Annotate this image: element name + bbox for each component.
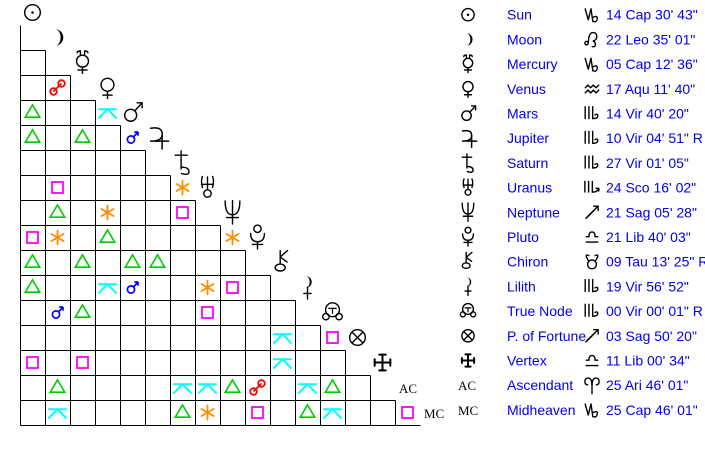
svg-text:05 Cap 12' 36": 05 Cap 12' 36" bbox=[606, 56, 698, 72]
svg-text:24 Sco 16' 02": 24 Sco 16' 02" bbox=[606, 180, 696, 196]
svg-text:Vertex: Vertex bbox=[507, 353, 547, 369]
svg-text:14 Vir 40' 20": 14 Vir 40' 20" bbox=[606, 106, 689, 122]
svg-text:P. of Fortune: P. of Fortune bbox=[507, 328, 586, 344]
svg-text:MC: MC bbox=[424, 406, 444, 421]
svg-text:MC: MC bbox=[458, 403, 478, 418]
svg-text:AC: AC bbox=[399, 381, 417, 396]
svg-text:03 Sag 50' 20": 03 Sag 50' 20" bbox=[606, 328, 697, 344]
svg-text:Chiron: Chiron bbox=[507, 254, 548, 270]
svg-text:Lilith: Lilith bbox=[507, 278, 536, 294]
svg-text:17 Aqu 11' 40": 17 Aqu 11' 40" bbox=[606, 81, 695, 97]
svg-text:Mercury: Mercury bbox=[507, 56, 558, 72]
svg-text:21 Lib 40' 03": 21 Lib 40' 03" bbox=[606, 229, 691, 245]
svg-text:00 Vir 00' 01" R: 00 Vir 00' 01" R bbox=[606, 303, 703, 319]
svg-text:Ascendant: Ascendant bbox=[507, 377, 573, 393]
svg-text:Mars: Mars bbox=[507, 106, 538, 122]
svg-text:22 Leo 35' 01": 22 Leo 35' 01" bbox=[606, 31, 695, 47]
svg-text:Venus: Venus bbox=[507, 81, 546, 97]
svg-text:09 Tau 13' 25" R: 09 Tau 13' 25" R bbox=[606, 254, 705, 270]
svg-text:19 Vir 56' 52": 19 Vir 56' 52" bbox=[606, 278, 689, 294]
svg-text:10 Vir 04' 51" R: 10 Vir 04' 51" R bbox=[606, 130, 703, 146]
svg-text:Moon: Moon bbox=[507, 31, 542, 47]
svg-text:25 Ari 46' 01": 25 Ari 46' 01" bbox=[606, 377, 688, 393]
svg-text:Neptune: Neptune bbox=[507, 204, 560, 220]
svg-text:14 Cap 30' 43": 14 Cap 30' 43" bbox=[606, 7, 698, 23]
svg-text:21 Sag 05' 28": 21 Sag 05' 28" bbox=[606, 204, 697, 220]
svg-text:Uranus: Uranus bbox=[507, 180, 552, 196]
svg-text:AC: AC bbox=[458, 378, 476, 393]
svg-text:Pluto: Pluto bbox=[507, 229, 539, 245]
svg-text:Saturn: Saturn bbox=[507, 155, 548, 171]
svg-text:27 Vir 01' 05": 27 Vir 01' 05" bbox=[606, 155, 689, 171]
svg-text:Midheaven: Midheaven bbox=[507, 402, 576, 418]
svg-text:25 Cap 46' 01": 25 Cap 46' 01" bbox=[606, 402, 698, 418]
svg-text:Jupiter: Jupiter bbox=[507, 130, 549, 146]
svg-text:11 Lib 00' 34": 11 Lib 00' 34" bbox=[606, 353, 690, 369]
svg-text:Sun: Sun bbox=[507, 7, 532, 23]
svg-text:True Node: True Node bbox=[507, 303, 573, 319]
